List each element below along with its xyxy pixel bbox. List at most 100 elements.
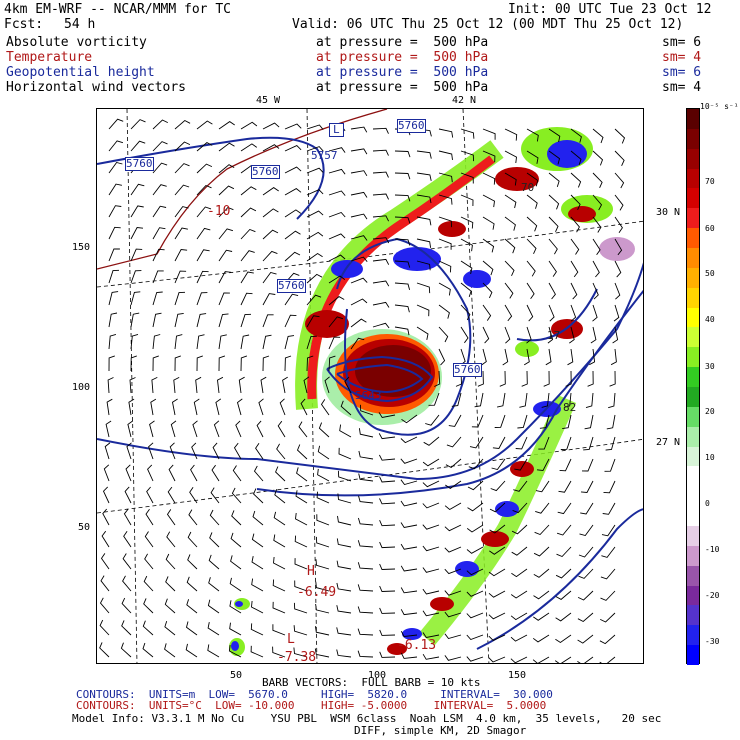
- wind-barb: [130, 227, 144, 240]
- wind-barb: [336, 649, 352, 658]
- wind-barb: [306, 294, 322, 306]
- wind-barb: [207, 622, 220, 636]
- wind-barb: [587, 370, 594, 387]
- wind-barb: [306, 231, 324, 240]
- wind-barb: [173, 376, 180, 394]
- wind-barb: [196, 313, 207, 328]
- wind-barb: [296, 467, 308, 482]
- wind-barb: [294, 558, 308, 570]
- wind-barb: [372, 258, 390, 265]
- wind-barb: [277, 420, 286, 438]
- wind-barb: [108, 312, 118, 328]
- wind-barb: [512, 502, 528, 514]
- wind-barb: [614, 282, 621, 300]
- wind-barb: [372, 171, 389, 178]
- model-title: 4km EM-WRF -- NCAR/MMM for TC: [4, 2, 231, 17]
- wind-barb: [100, 553, 110, 570]
- wind-barb: [284, 123, 302, 130]
- wind-barb: [517, 414, 528, 429]
- wind-barb: [466, 656, 484, 662]
- wind-barb: [372, 301, 390, 308]
- wind-barb: [108, 248, 120, 262]
- wind-barb: [460, 128, 475, 139]
- wind-barb: [416, 150, 432, 159]
- wind-barb: [99, 642, 110, 658]
- colorbar-swatch: [687, 347, 699, 368]
- wind-barb: [438, 238, 452, 250]
- wind-barb: [262, 229, 279, 240]
- wind-barb: [601, 546, 616, 558]
- wind-barb: [240, 313, 252, 328]
- wind-barb: [460, 282, 472, 298]
- wind-barb: [504, 326, 511, 344]
- vort-label: 82: [563, 401, 577, 414]
- wind-barb: [422, 588, 440, 595]
- wind-barb: [589, 348, 596, 366]
- wind-barb: [152, 270, 164, 284]
- wind-barb: [275, 466, 286, 482]
- wind-barb: [614, 194, 624, 211]
- wind-barb: [276, 443, 286, 460]
- wind-barb: [545, 348, 552, 366]
- wind-barb: [438, 260, 452, 273]
- wind-barb: [614, 238, 623, 256]
- wind-barb: [533, 612, 550, 621]
- wind-barb: [196, 249, 210, 262]
- map-canvas: [97, 109, 643, 663]
- wind-barb: [379, 498, 396, 505]
- wind-barb: [315, 536, 330, 548]
- wind-barb: [218, 206, 234, 218]
- wind-barb: [344, 376, 352, 394]
- wind-barb: [438, 150, 453, 160]
- wind-barb: [102, 508, 110, 526]
- field-smooth: sm= 6: [662, 65, 702, 80]
- wind-barb: [614, 172, 625, 189]
- wind-barb: [165, 553, 176, 570]
- wind-barb: [339, 424, 352, 438]
- wind-barb: [108, 291, 119, 306]
- wind-barb: [570, 304, 577, 322]
- wind-barb: [210, 487, 220, 504]
- wind-barb: [102, 486, 110, 504]
- colorbar-tick-label: 40: [705, 315, 715, 324]
- wind-barb: [563, 392, 572, 408]
- wind-barb: [567, 348, 574, 366]
- wind-barb: [273, 511, 286, 526]
- wind-barb: [251, 600, 264, 614]
- field-level: at pressure = 500 hPa: [316, 65, 489, 80]
- wind-barb: [504, 216, 516, 231]
- wind-barb: [273, 556, 286, 570]
- wind-barb: [592, 150, 604, 166]
- wind-barb: [124, 486, 132, 504]
- wind-barb: [526, 216, 538, 232]
- wind-barb: [130, 119, 146, 130]
- wind-barb: [548, 128, 561, 143]
- wind-barb: [146, 486, 154, 504]
- wind-barb: [152, 141, 168, 152]
- wind-barb: [306, 210, 324, 218]
- wind-barb: [438, 128, 454, 138]
- wind-barb: [350, 148, 368, 155]
- wind-barb: [250, 645, 264, 658]
- wind-barb: [394, 326, 410, 336]
- wind-barb: [438, 194, 453, 205]
- wind-barb: [422, 480, 440, 488]
- wind-barb: [532, 656, 550, 663]
- colorbar-unit: 10⁻⁵ s⁻¹: [700, 102, 739, 111]
- wind-barb: [491, 458, 506, 471]
- colorbar-swatch: [687, 426, 699, 448]
- wind-barb: [592, 238, 601, 256]
- wind-barb: [601, 524, 616, 537]
- wind-barb: [350, 256, 368, 262]
- wind-barb: [438, 304, 450, 319]
- wind-barb: [174, 141, 191, 152]
- wind-barb: [151, 376, 158, 394]
- wind-barb: [317, 445, 330, 460]
- field-name: Temperature: [6, 50, 93, 65]
- wind-barb: [315, 581, 330, 592]
- wind-barb: [260, 376, 267, 394]
- wind-barb: [548, 282, 556, 300]
- wind-barb: [130, 183, 145, 196]
- wind-barb: [400, 458, 418, 464]
- wind-barb: [258, 398, 264, 416]
